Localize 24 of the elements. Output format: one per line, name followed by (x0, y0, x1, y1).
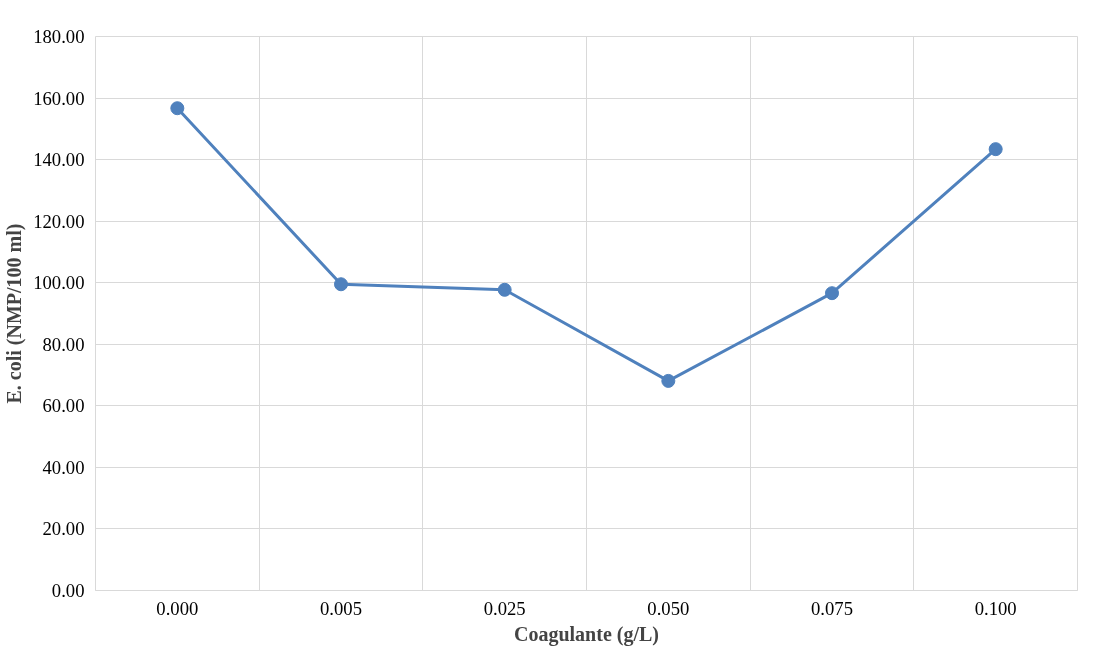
y-tick-label: 40.00 (42, 456, 85, 478)
point (988, 142, 1003, 157)
x-tick-label: 0.075 (811, 597, 853, 619)
y-tick-label: 120.00 (33, 210, 85, 232)
y-tick-label: 0.00 (51, 580, 85, 601)
y-tick-label: 160.00 (33, 87, 85, 109)
point (334, 277, 348, 292)
y-tick-label: 80.00 (42, 333, 85, 355)
point (497, 282, 512, 297)
y-tick-label: 60.00 (42, 395, 85, 417)
x-tick-label: 0.050 (647, 597, 690, 619)
x-tick-label: 0.100 (974, 597, 1017, 619)
x-tick-label: 0.005 (320, 597, 362, 619)
y-tick-label: 180.00 (33, 26, 85, 47)
x-tick-label: 0.025 (483, 597, 526, 619)
x-axis-title: Coagulante (g/L) (514, 622, 659, 646)
x-tick-label: 0.000 (156, 597, 199, 619)
y-tick-label: 140.00 (33, 149, 85, 171)
point (170, 101, 185, 116)
y-tick-label: 20.00 (42, 518, 85, 540)
point (825, 286, 839, 301)
y-tick-label: 100.00 (33, 272, 85, 294)
y-axis-title: E. coli (NMP/100 ml) (3, 223, 27, 404)
point (661, 373, 676, 388)
